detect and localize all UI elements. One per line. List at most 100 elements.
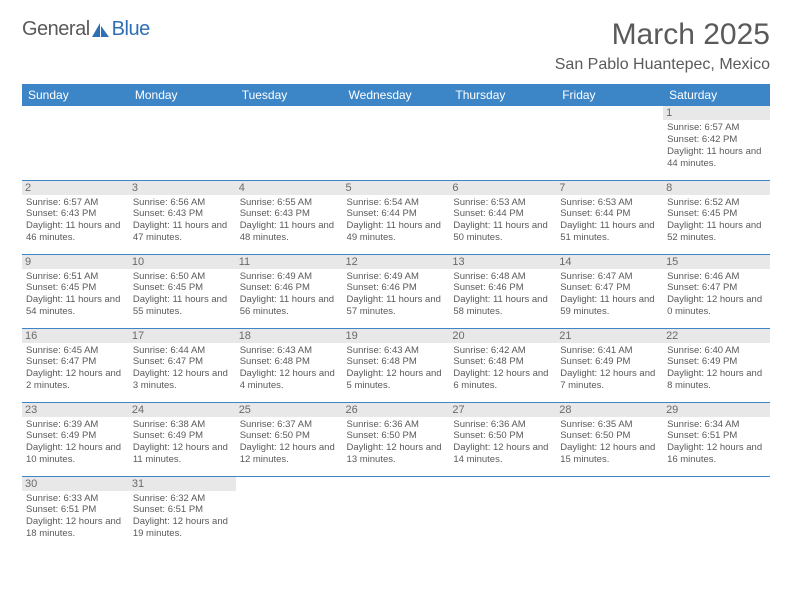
calendar-cell: [343, 106, 450, 180]
calendar-table: SundayMondayTuesdayWednesdayThursdayFrid…: [22, 84, 770, 550]
day-number: 13: [449, 255, 556, 269]
calendar-cell: 7Sunrise: 6:53 AMSunset: 6:44 PMDaylight…: [556, 180, 663, 254]
day-number: 5: [343, 181, 450, 195]
calendar-body: 1Sunrise: 6:57 AMSunset: 6:42 PMDaylight…: [22, 106, 770, 550]
day-info: Sunrise: 6:42 AMSunset: 6:48 PMDaylight:…: [453, 345, 552, 393]
day-number: 12: [343, 255, 450, 269]
day-number: 24: [129, 403, 236, 417]
title-block: March 2025 San Pablo Huantepec, Mexico: [555, 18, 770, 74]
weekday-header: Friday: [556, 84, 663, 106]
day-number: 26: [343, 403, 450, 417]
day-info: Sunrise: 6:55 AMSunset: 6:43 PMDaylight:…: [240, 197, 339, 245]
day-number: 16: [22, 329, 129, 343]
day-number: 28: [556, 403, 663, 417]
calendar-cell: 4 Sunrise: 6:55 AMSunset: 6:43 PMDaylight…: [236, 180, 343, 254]
day-number: 22: [663, 329, 770, 343]
calendar-cell: 25 Sunrise: 6:37 AMSunset: 6:50 PMDayligh…: [236, 402, 343, 476]
day-number: 31: [129, 477, 236, 491]
day-number: 29: [663, 403, 770, 417]
calendar-head: SundayMondayTuesdayWednesdayThursdayFrid…: [22, 84, 770, 106]
day-info: Sunrise: 6:37 AMSunset: 6:50 PMDaylight:…: [240, 419, 339, 467]
calendar-cell: 8Sunrise: 6:52 AMSunset: 6:45 PMDaylight…: [663, 180, 770, 254]
weekday-header: Sunday: [22, 84, 129, 106]
day-info: Sunrise: 6:57 AMSunset: 6:43 PMDaylight:…: [26, 197, 125, 245]
weekday-header: Wednesday: [343, 84, 450, 106]
calendar-cell: 28 Sunrise: 6:35 AMSunset: 6:50 PMDayligh…: [556, 402, 663, 476]
calendar-cell: 12 Sunrise: 6:49 AMSunset: 6:46 PMDayligh…: [343, 254, 450, 328]
day-number: 9: [22, 255, 129, 269]
day-info: Sunrise: 6:34 AMSunset: 6:51 PMDaylight:…: [667, 419, 766, 467]
day-number: 19: [343, 329, 450, 343]
calendar-cell: 27Sunrise: 6:36 AMSunset: 6:50 PMDayligh…: [449, 402, 556, 476]
day-info: Sunrise: 6:32 AMSunset: 6:51 PMDaylight:…: [133, 493, 232, 541]
day-number: 11: [236, 255, 343, 269]
location: San Pablo Huantepec, Mexico: [555, 56, 770, 74]
calendar-cell: [22, 106, 129, 180]
day-info: Sunrise: 6:46 AMSunset: 6:47 PMDaylight:…: [667, 271, 766, 319]
day-info: Sunrise: 6:47 AMSunset: 6:47 PMDaylight:…: [560, 271, 659, 319]
month-title: March 2025: [555, 18, 770, 52]
logo-sail-icon: [92, 23, 110, 37]
weekday-header: Tuesday: [236, 84, 343, 106]
calendar-cell: 6Sunrise: 6:53 AMSunset: 6:44 PMDaylight…: [449, 180, 556, 254]
day-number: 6: [449, 181, 556, 195]
calendar-cell: [236, 476, 343, 550]
calendar-cell: 3 Sunrise: 6:56 AMSunset: 6:43 PMDaylight…: [129, 180, 236, 254]
calendar-cell: 22 Sunrise: 6:40 AMSunset: 6:49 PMDayligh…: [663, 328, 770, 402]
calendar-cell: 15 Sunrise: 6:46 AMSunset: 6:47 PMDayligh…: [663, 254, 770, 328]
calendar-cell: 29 Sunrise: 6:34 AMSunset: 6:51 PMDayligh…: [663, 402, 770, 476]
calendar-cell: 9Sunrise: 6:51 AMSunset: 6:45 PMDaylight…: [22, 254, 129, 328]
day-number: 21: [556, 329, 663, 343]
day-number: 30: [22, 477, 129, 491]
day-number: 3: [129, 181, 236, 195]
day-number: 25: [236, 403, 343, 417]
calendar-cell: 23Sunrise: 6:39 AMSunset: 6:49 PMDayligh…: [22, 402, 129, 476]
day-number: 2: [22, 181, 129, 195]
calendar-cell: 5 Sunrise: 6:54 AMSunset: 6:44 PMDaylight…: [343, 180, 450, 254]
calendar-cell: [449, 106, 556, 180]
calendar-cell: 10Sunrise: 6:50 AMSunset: 6:45 PMDayligh…: [129, 254, 236, 328]
calendar-cell: 31 Sunrise: 6:32 AMSunset: 6:51 PMDayligh…: [129, 476, 236, 550]
day-info: Sunrise: 6:56 AMSunset: 6:43 PMDaylight:…: [133, 197, 232, 245]
day-info: Sunrise: 6:41 AMSunset: 6:49 PMDaylight:…: [560, 345, 659, 393]
day-info: Sunrise: 6:54 AMSunset: 6:44 PMDaylight:…: [347, 197, 446, 245]
day-info: Sunrise: 6:52 AMSunset: 6:45 PMDaylight:…: [667, 197, 766, 245]
day-info: Sunrise: 6:40 AMSunset: 6:49 PMDaylight:…: [667, 345, 766, 393]
day-number: 10: [129, 255, 236, 269]
weekday-header: Thursday: [449, 84, 556, 106]
calendar-cell: 2 Sunrise: 6:57 AMSunset: 6:43 PMDaylight…: [22, 180, 129, 254]
day-info: Sunrise: 6:35 AMSunset: 6:50 PMDaylight:…: [560, 419, 659, 467]
day-info: Sunrise: 6:43 AMSunset: 6:48 PMDaylight:…: [240, 345, 339, 393]
calendar-cell: [343, 476, 450, 550]
calendar-cell: 18Sunrise: 6:43 AMSunset: 6:48 PMDayligh…: [236, 328, 343, 402]
day-number: 23: [22, 403, 129, 417]
day-number: 20: [449, 329, 556, 343]
calendar-cell: [556, 106, 663, 180]
day-info: Sunrise: 6:49 AMSunset: 6:46 PMDaylight:…: [347, 271, 446, 319]
day-number: 4: [236, 181, 343, 195]
day-number: 15: [663, 255, 770, 269]
day-number: 14: [556, 255, 663, 269]
calendar-cell: [129, 106, 236, 180]
weekday-header: Saturday: [663, 84, 770, 106]
calendar-cell: 14 Sunrise: 6:47 AMSunset: 6:47 PMDayligh…: [556, 254, 663, 328]
day-number: 7: [556, 181, 663, 195]
calendar-cell: 24Sunrise: 6:38 AMSunset: 6:49 PMDayligh…: [129, 402, 236, 476]
logo-text-blue: Blue: [112, 18, 150, 41]
day-number: 17: [129, 329, 236, 343]
calendar-cell: 13 Sunrise: 6:48 AMSunset: 6:46 PMDayligh…: [449, 254, 556, 328]
calendar-cell: 21 Sunrise: 6:41 AMSunset: 6:49 PMDayligh…: [556, 328, 663, 402]
calendar-cell: 11Sunrise: 6:49 AMSunset: 6:46 PMDayligh…: [236, 254, 343, 328]
calendar-cell: 26Sunrise: 6:36 AMSunset: 6:50 PMDayligh…: [343, 402, 450, 476]
calendar-cell: 19 Sunrise: 6:43 AMSunset: 6:48 PMDayligh…: [343, 328, 450, 402]
calendar-cell: [449, 476, 556, 550]
day-info: Sunrise: 6:48 AMSunset: 6:46 PMDaylight:…: [453, 271, 552, 319]
day-info: Sunrise: 6:36 AMSunset: 6:50 PMDaylight:…: [453, 419, 552, 467]
day-number: 1: [663, 106, 770, 120]
calendar-cell: [236, 106, 343, 180]
calendar-cell: 30Sunrise: 6:33 AMSunset: 6:51 PMDayligh…: [22, 476, 129, 550]
calendar-cell: 1Sunrise: 6:57 AMSunset: 6:42 PMDaylight…: [663, 106, 770, 180]
header: General Blue March 2025 San Pablo Huante…: [22, 18, 770, 74]
day-info: Sunrise: 6:43 AMSunset: 6:48 PMDaylight:…: [347, 345, 446, 393]
calendar-cell: 16Sunrise: 6:45 AMSunset: 6:47 PMDayligh…: [22, 328, 129, 402]
